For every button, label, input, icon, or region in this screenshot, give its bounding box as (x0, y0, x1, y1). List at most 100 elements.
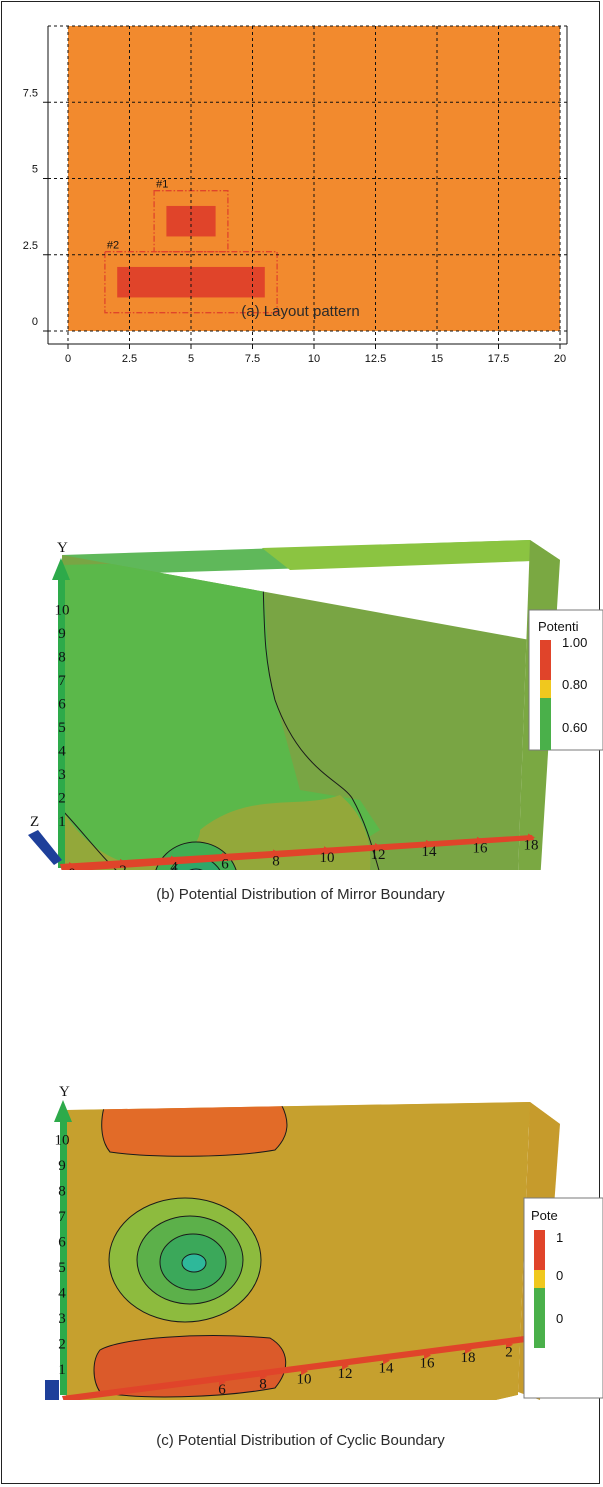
feature-label: #1 (156, 179, 168, 191)
x-tick-label: 16 (420, 1355, 436, 1371)
y-tick-label: 0 (32, 316, 38, 328)
z-axis (45, 1380, 59, 1400)
x-tick-arrow (465, 1346, 472, 1355)
y-tick-label: 7.5 (23, 87, 38, 99)
y-tick-label: 7 (58, 1209, 66, 1225)
x-tick-label: 17.5 (488, 353, 509, 365)
tick-labels: 0 2.5 5 7.5 10 12.5 15 17.5 20 0 2.5 5 7.5 (23, 87, 566, 365)
legend-value: 0 (556, 1311, 563, 1326)
y-tick-label: 2 (58, 791, 66, 807)
y-tick-label: 4 (58, 744, 66, 760)
caption-c: (c) Potential Distribution of Cyclic Bou… (156, 1432, 445, 1449)
x-tick-labels: 0 2 4 6 8 10 12 14 16 18 (68, 833, 539, 870)
y-tick-label: 5 (32, 164, 38, 176)
x-tick-arrow (477, 836, 484, 845)
x-tick-label: 5 (188, 353, 194, 365)
y-axis (60, 1120, 67, 1395)
y-axis-arrow (52, 558, 70, 580)
z-axis (28, 830, 62, 865)
y-tick-label: 3 (58, 1311, 66, 1327)
x-tick-label: 16 (473, 841, 489, 857)
legend-value: 0.80 (562, 677, 587, 692)
x-axis (62, 1336, 526, 1400)
legend: Potenti 1.00 0.80 0.60 (528, 609, 603, 751)
x-tick-label: 10 (320, 850, 335, 866)
x-tick-label: 12 (338, 1366, 353, 1382)
contour-center (181, 1253, 207, 1273)
x-tick-label: 2.5 (122, 353, 137, 365)
y-tick-labels: 1 2 3 4 5 6 7 8 9 10 (55, 1133, 70, 1379)
legend-value: 1.00 (562, 635, 587, 650)
x-tick-label: 0 (68, 866, 76, 870)
y-tick-label: 7 (58, 673, 66, 689)
x-tick-arrow (222, 852, 229, 861)
x-tick-label: 18 (461, 1350, 476, 1366)
feature-label: #2 (107, 240, 119, 252)
x-tick-label: 15 (431, 353, 443, 365)
x-tick-label: 8 (259, 1377, 267, 1393)
x-tick-label: 6 (218, 1382, 226, 1398)
x-tick-label: 7.5 (245, 353, 260, 365)
contour-line (62, 809, 346, 870)
x-tick-label: 14 (422, 844, 438, 860)
y-tick-label: 6 (58, 697, 66, 713)
x-tick-arrow (171, 855, 178, 864)
x-tick-arrow (342, 1362, 349, 1371)
legend-swatch-mid (534, 1270, 545, 1288)
x-tick-arrow (260, 1372, 267, 1381)
x-tick-label: 2 (119, 863, 127, 870)
y-tick-label: 10 (55, 1133, 70, 1149)
x-tick-label: 8 (272, 853, 280, 869)
x-tick-arrow (383, 1356, 390, 1365)
x-tick-label: 18 (524, 838, 539, 854)
legend-swatch-high (534, 1230, 545, 1270)
y-tick-labels: 1 2 3 4 5 6 7 8 9 10 (55, 603, 70, 831)
y-tick-label: 1 (58, 814, 66, 830)
contour-region-left (62, 560, 380, 870)
y-tick-label: 1 (58, 1362, 66, 1378)
x-tick-label: 6 (221, 857, 229, 870)
y-axis-label: Y (57, 540, 68, 556)
y-tick-label: 10 (55, 603, 70, 619)
legend-swatch-low (540, 698, 551, 750)
y-axis-label: Y (59, 1084, 70, 1100)
legend-swatch-high (540, 640, 551, 680)
legend-title: Potenti (538, 619, 579, 634)
x-tick-label: 10 (297, 1371, 312, 1387)
y-tick-label: 5 (58, 720, 66, 736)
y-tick-label: 9 (58, 626, 66, 642)
y-tick-label: 8 (58, 1184, 66, 1200)
x-tick-label: 4 (170, 860, 178, 870)
y-tick-label: 8 (58, 650, 66, 666)
x-tick-arrow (324, 846, 331, 855)
x-tick-arrow (426, 839, 433, 848)
x-tick-label: 20 (554, 353, 566, 365)
x-tick-label: 12 (371, 847, 386, 863)
x-tick-label: 14 (379, 1361, 395, 1377)
contour-line (261, 555, 386, 870)
legend-swatch-low (534, 1288, 545, 1348)
x-tick-label: 0 (65, 353, 71, 365)
x-tick-arrow (506, 1340, 513, 1349)
x-tick-arrow (528, 833, 535, 842)
legend-value: 1 (556, 1230, 563, 1245)
feature-margin-outline (104, 251, 278, 314)
z-axis-label: Z (30, 814, 39, 830)
x-axis (60, 835, 534, 870)
x-tick-arrow (273, 849, 280, 858)
y-tick-label: 9 (58, 1158, 66, 1174)
y-tick-label: 6 (58, 1235, 66, 1251)
x-tick-arrow (219, 1378, 226, 1386)
contour-region-top-hot (101, 1102, 288, 1157)
x-tick-arrow (424, 1351, 431, 1360)
contour-region-bottom-hot (93, 1335, 287, 1398)
y-axis-arrow (54, 1100, 72, 1122)
x-tick-arrow (120, 858, 127, 867)
x-tick-arrow (375, 843, 382, 852)
x-tick-arrow (69, 862, 76, 870)
y-tick-label: 2 (58, 1337, 66, 1353)
legend-value: 0.60 (562, 720, 587, 735)
x-tick-label: 2 (505, 1345, 513, 1361)
x-tick-arrow (301, 1367, 308, 1376)
